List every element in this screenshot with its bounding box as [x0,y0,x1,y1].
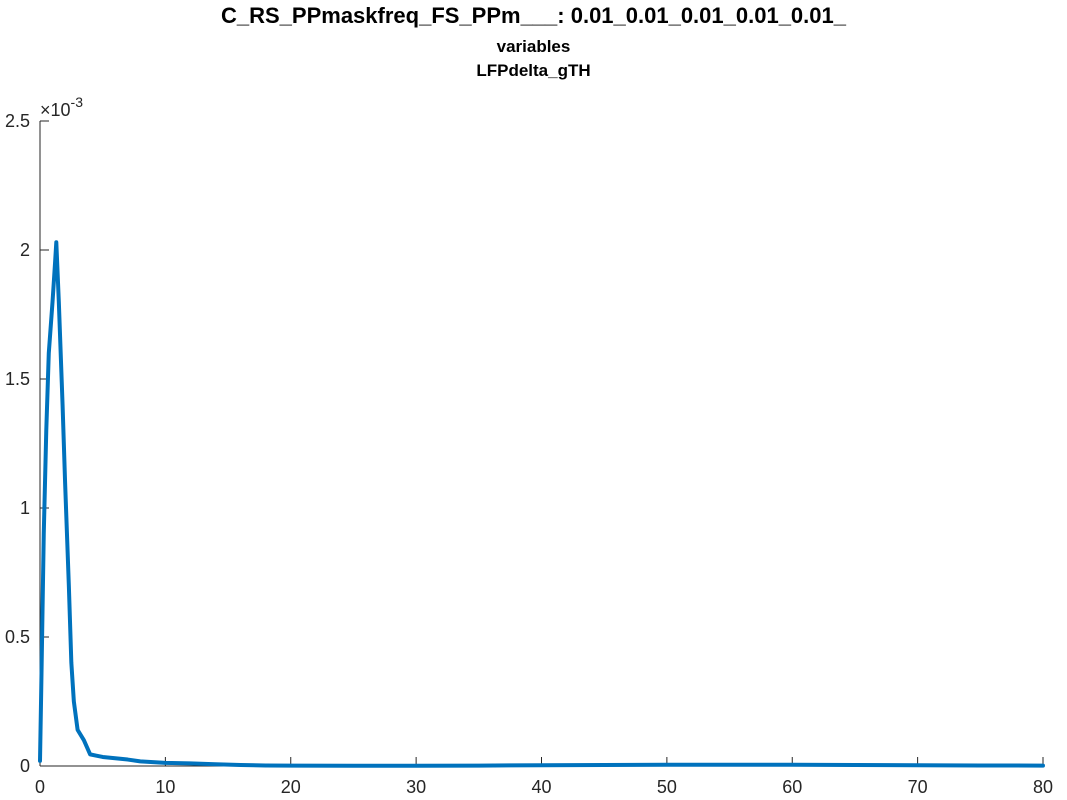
x-tick-label: 60 [782,777,802,797]
chart-title: C_RS_PPmaskfreq_FS_PPm___: 0.01_0.01_0.0… [220,3,846,28]
x-tick-label: 20 [281,777,301,797]
x-tick-label: 0 [35,777,45,797]
y-tick-label: 0.5 [5,627,30,647]
x-tick-label: 40 [531,777,551,797]
series-lines [38,240,1045,768]
axes [39,121,1043,767]
series-line-0 [38,240,1045,768]
y-tick-label: 1.5 [5,369,30,389]
y-axis-ticks: 0 0.5 1 1.5 2 2.5 [5,111,49,776]
y-tick-label: 2 [20,240,30,260]
x-tick-label: 80 [1033,777,1053,797]
x-axis-ticks: 0 10 20 30 40 50 60 70 80 [35,757,1053,797]
chart-subtitle-variables: variables [496,37,571,56]
x-tick-label: 10 [155,777,175,797]
chart-subtitle-variable-name: LFPdelta_gTH [476,61,591,80]
x-tick-label: 30 [406,777,426,797]
y-axis-exponent-label: ×10-3 [40,94,83,120]
x-tick-label: 50 [657,777,677,797]
y-tick-label: 1 [20,498,30,518]
y-tick-label: 0 [20,756,30,776]
x-tick-label: 70 [908,777,928,797]
y-tick-label: 2.5 [5,111,30,131]
